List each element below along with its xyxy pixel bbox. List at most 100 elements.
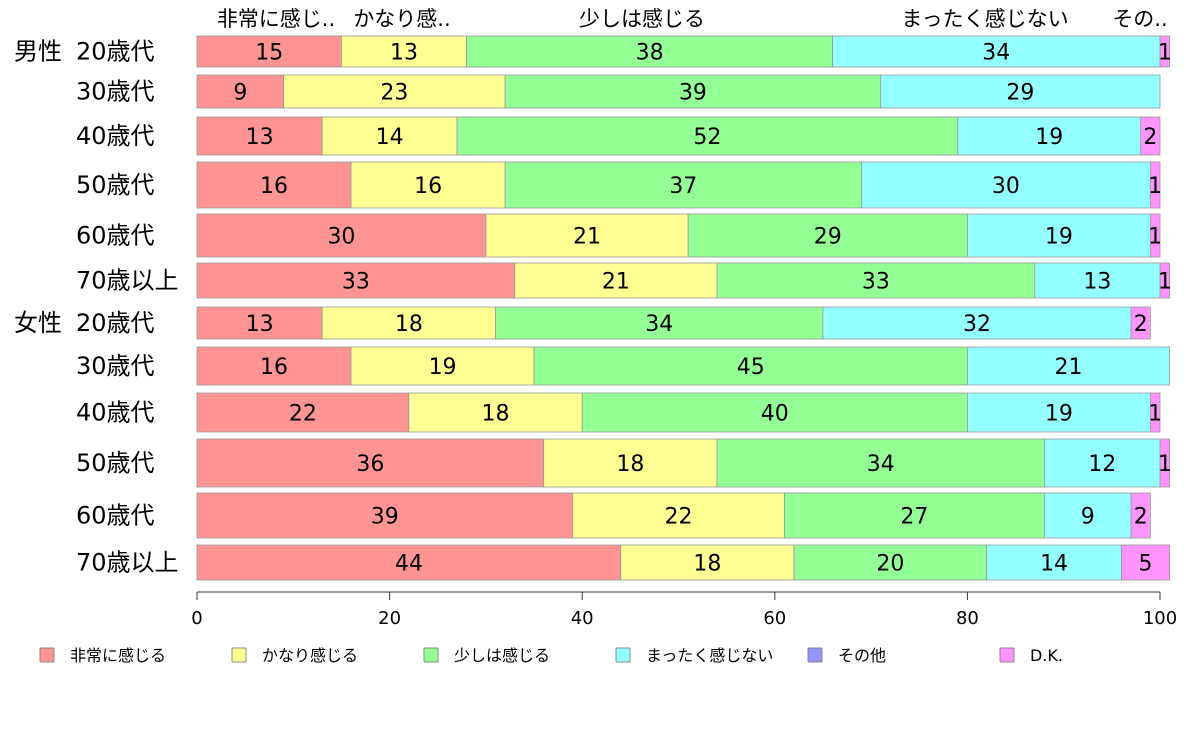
bar-segment xyxy=(1130,492,1151,539)
bar-segment xyxy=(581,392,968,433)
row-label: 70歳以上 xyxy=(76,267,179,295)
bar-segment xyxy=(456,116,959,156)
bar-segment xyxy=(1159,438,1171,488)
bar-segment xyxy=(687,213,968,258)
data-label: 21 xyxy=(602,270,630,295)
data-label: 18 xyxy=(693,552,721,577)
bar-segment xyxy=(1159,262,1171,299)
x-tick-label: 80 xyxy=(956,608,979,629)
bar-segment xyxy=(793,544,988,581)
legend-label: D.K. xyxy=(1030,646,1063,665)
data-label: 2 xyxy=(1143,125,1157,150)
row-label: 60歳代 xyxy=(76,502,155,530)
bar-segment xyxy=(967,346,1171,386)
column-label: その.. xyxy=(1112,7,1167,31)
bar-segment xyxy=(832,35,1161,68)
bar-segment xyxy=(861,161,1151,209)
data-label: 30 xyxy=(992,174,1020,199)
bar-segment xyxy=(321,116,458,156)
bar-segment xyxy=(350,161,506,209)
data-label: 30 xyxy=(327,225,355,250)
x-tick-label: 100 xyxy=(1143,608,1177,629)
row-label: 20歳代 xyxy=(76,38,155,66)
bar-segment xyxy=(196,306,323,340)
bar-segment xyxy=(321,306,496,340)
bar-segment xyxy=(716,262,1036,299)
data-label: 36 xyxy=(356,452,384,477)
data-label: 18 xyxy=(395,312,423,337)
group-label: 女性 xyxy=(14,309,62,337)
bar-segment xyxy=(1149,213,1161,258)
data-label: 14 xyxy=(1040,552,1068,577)
bar-segment xyxy=(880,74,1161,109)
data-label: 19 xyxy=(1045,402,1073,427)
data-label: 18 xyxy=(482,402,510,427)
data-label: 1 xyxy=(1148,402,1162,427)
x-tick-label: 20 xyxy=(378,608,401,629)
bar-segment xyxy=(1159,35,1171,68)
data-label: 18 xyxy=(616,452,644,477)
column-labels: 非常に感じ.. かなり感.. 少しは感じる まったく感じない その.. xyxy=(217,7,1168,31)
row-label: 40歳代 xyxy=(76,122,155,150)
data-label: 33 xyxy=(342,270,370,295)
bar-segment xyxy=(1034,262,1161,299)
bar-segment xyxy=(1149,161,1161,209)
data-label: 19 xyxy=(429,355,457,380)
bar-segment xyxy=(986,544,1122,581)
bar-segment xyxy=(957,116,1142,156)
legend-swatch xyxy=(807,647,823,663)
data-label: 34 xyxy=(645,312,673,337)
data-label: 29 xyxy=(814,225,842,250)
data-label: 2 xyxy=(1134,312,1148,337)
bar-segment xyxy=(514,262,718,299)
row-labels: 20歳代 30歳代 40歳代 50歳代 60歳代 70歳以上 20歳代 30歳代 40歳代 50歳… xyxy=(14,38,179,577)
bar-segment xyxy=(196,392,410,433)
row-label: 70歳以上 xyxy=(76,549,179,577)
bar-segment xyxy=(196,492,573,539)
row-label: 30歳代 xyxy=(76,78,155,106)
bar-segment xyxy=(196,74,285,109)
bar-segment xyxy=(196,262,516,299)
row-label: 30歳代 xyxy=(76,352,155,380)
column-label: かなり感.. xyxy=(353,7,450,31)
bar-segment xyxy=(822,306,1132,340)
data-label: 33 xyxy=(862,270,890,295)
data-label: 2 xyxy=(1134,505,1148,530)
legend-label: まったく感じない xyxy=(646,646,773,665)
legend: 非常に感じる かなり感じる 少しは感じる まったく感じない その他 D.K. xyxy=(39,646,1063,665)
bar-segment xyxy=(341,35,468,68)
row-label: 40歳代 xyxy=(76,399,155,427)
bar-segment xyxy=(495,306,824,340)
bar-segment xyxy=(967,213,1151,258)
bar-segment xyxy=(1149,392,1161,433)
column-label: 非常に感じ.. xyxy=(217,7,335,31)
data-label: 21 xyxy=(573,225,601,250)
data-label: 40 xyxy=(761,402,789,427)
bar-segment xyxy=(350,346,535,386)
group-label: 男性 xyxy=(14,38,62,66)
legend-label: かなり感じる xyxy=(262,646,358,665)
bar-segment xyxy=(196,438,545,488)
data-label: 13 xyxy=(390,41,418,66)
data-label: 44 xyxy=(395,552,423,577)
bar-segment xyxy=(1140,116,1161,156)
data-label: 16 xyxy=(260,174,288,199)
data-label: 29 xyxy=(1006,81,1034,106)
bar-segment xyxy=(196,213,487,258)
data-label: 14 xyxy=(376,125,404,150)
data-label: 19 xyxy=(1045,225,1073,250)
column-label: まったく感じない xyxy=(901,7,1068,31)
bar-segment xyxy=(283,74,506,109)
row-label: 50歳代 xyxy=(76,449,155,477)
column-label: 少しは感じる xyxy=(579,7,705,31)
data-label: 16 xyxy=(260,355,288,380)
bar-segment xyxy=(1121,544,1171,581)
legend-swatch xyxy=(615,647,631,663)
data-label: 45 xyxy=(737,355,765,380)
data-label: 13 xyxy=(246,312,274,337)
bar-segment xyxy=(504,74,882,109)
data-label: 23 xyxy=(380,81,408,106)
bar-segment xyxy=(504,161,862,209)
